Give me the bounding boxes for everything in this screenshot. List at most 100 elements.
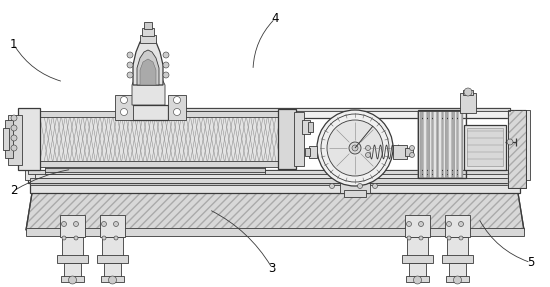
Circle shape [11, 115, 17, 121]
Bar [447, 237, 468, 259]
Bar [30, 180, 520, 185]
Bar [144, 22, 152, 29]
Circle shape [366, 146, 371, 150]
Circle shape [62, 236, 66, 240]
Circle shape [102, 222, 107, 226]
Bar [418, 110, 466, 178]
Circle shape [173, 96, 180, 104]
Circle shape [352, 145, 358, 151]
Bar [393, 145, 407, 159]
Bar [140, 35, 156, 43]
Bar [28, 170, 522, 183]
Bar [423, 110, 427, 178]
Polygon shape [132, 65, 165, 105]
Bar [3, 128, 9, 150]
Bar [104, 263, 121, 279]
Bar [57, 255, 88, 263]
Circle shape [102, 236, 106, 240]
Bar [30, 180, 520, 193]
Bar [8, 115, 22, 165]
Bar [406, 276, 429, 282]
Circle shape [454, 276, 461, 284]
Bar [26, 228, 524, 236]
Circle shape [11, 125, 17, 131]
Circle shape [163, 62, 169, 68]
Bar [467, 128, 503, 166]
Circle shape [410, 146, 415, 150]
Bar [45, 162, 265, 174]
Bar [309, 146, 317, 158]
Circle shape [366, 152, 371, 158]
Circle shape [74, 222, 79, 226]
Bar [445, 215, 470, 237]
Bar [25, 110, 35, 180]
Bar [61, 276, 84, 282]
Bar [35, 161, 280, 167]
Circle shape [74, 236, 78, 240]
Polygon shape [133, 37, 163, 85]
Bar [64, 263, 81, 279]
Bar [464, 125, 506, 170]
Circle shape [127, 72, 133, 78]
Circle shape [349, 142, 361, 154]
Circle shape [329, 183, 334, 189]
Circle shape [459, 236, 463, 240]
Bar [438, 110, 442, 178]
Bar [407, 237, 428, 259]
Bar [5, 120, 13, 158]
Text: 2: 2 [10, 184, 18, 197]
Bar [294, 112, 304, 166]
Circle shape [69, 276, 76, 284]
Bar [35, 115, 280, 163]
Bar [344, 190, 366, 197]
Bar [30, 178, 520, 183]
Circle shape [163, 72, 169, 78]
Bar [418, 110, 422, 178]
Circle shape [173, 108, 180, 115]
Bar [405, 148, 413, 156]
Bar [278, 109, 296, 169]
Bar [449, 263, 466, 279]
Bar [458, 110, 462, 178]
Circle shape [120, 108, 128, 115]
Bar [302, 120, 310, 134]
Bar [130, 105, 168, 120]
Circle shape [447, 222, 452, 226]
Bar [45, 168, 265, 172]
Bar [442, 255, 473, 263]
Circle shape [11, 145, 17, 151]
Circle shape [127, 52, 133, 58]
Polygon shape [26, 193, 524, 230]
Bar [168, 95, 186, 120]
Circle shape [419, 236, 423, 240]
Circle shape [317, 110, 393, 186]
Circle shape [120, 96, 128, 104]
Bar [305, 148, 310, 156]
Circle shape [419, 222, 424, 226]
Text: 5: 5 [527, 256, 535, 269]
Text: 4: 4 [271, 12, 279, 25]
Bar [520, 110, 530, 180]
Bar [60, 215, 85, 237]
Circle shape [414, 276, 421, 284]
Polygon shape [140, 59, 156, 85]
Bar [28, 170, 522, 174]
Bar [460, 93, 476, 113]
Circle shape [464, 88, 472, 96]
Circle shape [163, 52, 169, 58]
Polygon shape [137, 50, 159, 85]
Circle shape [11, 135, 17, 141]
Text: 3: 3 [268, 262, 276, 275]
Bar [402, 255, 433, 263]
Bar [18, 108, 40, 170]
Circle shape [62, 222, 67, 226]
Bar [101, 276, 124, 282]
Bar [433, 110, 437, 178]
Bar [446, 276, 469, 282]
Circle shape [459, 222, 464, 226]
Bar [97, 255, 128, 263]
Circle shape [108, 276, 117, 284]
Bar [443, 110, 447, 178]
Bar [30, 170, 524, 178]
Bar [508, 110, 526, 188]
